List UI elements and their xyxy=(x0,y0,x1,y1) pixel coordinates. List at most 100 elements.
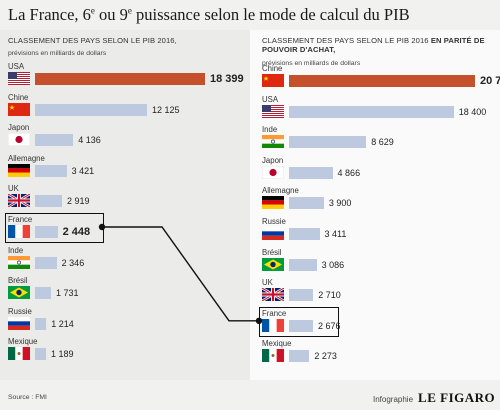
bar xyxy=(35,226,58,238)
bar xyxy=(35,134,74,147)
usa-flag-icon xyxy=(262,104,284,118)
russia-flag-icon xyxy=(262,227,284,240)
value-label: 3 421 xyxy=(71,165,95,176)
bar xyxy=(289,75,475,87)
germany-flag-icon xyxy=(8,163,30,177)
country-label: Japon xyxy=(262,155,284,165)
chart-title: La France, 6e ou 9e puissance selon le m… xyxy=(8,5,410,24)
credit: Infographie LE FIGARO xyxy=(373,389,495,407)
bar-row: Inde 8 629 xyxy=(262,125,497,155)
china-flag-icon xyxy=(8,102,30,116)
country-label: Allemagne xyxy=(262,186,299,196)
connector-dot-right xyxy=(255,317,263,324)
value-label: 8 629 xyxy=(371,137,394,148)
bar-row: Chine 20 778 xyxy=(262,64,500,94)
country-label: USA xyxy=(262,94,279,104)
value-label: 1 731 xyxy=(55,288,79,299)
india-flag-icon xyxy=(262,135,284,149)
country-label: Japon xyxy=(8,123,30,133)
country-label: Russie xyxy=(262,217,286,226)
bar xyxy=(289,319,313,332)
value-label: 2 919 xyxy=(66,196,90,207)
bar xyxy=(289,136,367,149)
value-label: 2 273 xyxy=(314,351,337,362)
country-label: Russie xyxy=(8,306,32,316)
value-label: 1 214 xyxy=(51,318,74,329)
value-label: 1 189 xyxy=(50,349,74,360)
connector-line xyxy=(102,226,259,322)
bar-row: Japon 4 136 xyxy=(8,123,243,153)
value-label: 3 411 xyxy=(324,229,347,239)
uk-flag-icon xyxy=(8,194,30,208)
bar xyxy=(35,287,51,300)
right-subtitle-bold: EN PARITÉ DE POUVOIR D'ACHAT, xyxy=(262,36,485,54)
value-label: 3 086 xyxy=(321,259,345,270)
russia-flag-icon xyxy=(8,316,30,330)
bar-row: USA 18 400 xyxy=(262,95,497,125)
country-label: Mexique xyxy=(8,337,38,347)
bar xyxy=(289,105,454,118)
right-subtitle: CLASSEMENT DES PAYS SELON LE PIB 2016 EN… xyxy=(262,36,500,54)
bar xyxy=(35,256,57,269)
country-label: UK xyxy=(262,278,273,288)
bar xyxy=(35,317,47,330)
source-note: Source : FMI xyxy=(8,394,47,401)
value-label: 20 778 xyxy=(480,75,500,87)
bar xyxy=(35,195,62,208)
bar xyxy=(289,197,324,210)
bar xyxy=(35,348,46,361)
value-label: 2 676 xyxy=(317,320,341,331)
bar-row: France 2 448 xyxy=(8,215,243,245)
brazil-flag-icon xyxy=(262,257,284,271)
france-flag-icon xyxy=(8,225,30,238)
right-note: prévisions en milliards de dollars xyxy=(262,60,361,67)
bar-row: Brésil 1 731 xyxy=(8,276,243,306)
country-label: Inde xyxy=(8,245,24,255)
bar-row: Russie 3 411 xyxy=(262,217,497,247)
bar xyxy=(289,166,333,179)
bar-row: Allemagne 3 421 xyxy=(8,154,243,184)
germany-flag-icon xyxy=(262,196,284,210)
uk-flag-icon xyxy=(262,288,284,302)
usa-flag-icon xyxy=(8,72,30,85)
country-label: USA xyxy=(8,62,25,71)
bar-row: Brésil 3 086 xyxy=(262,248,497,278)
country-label: France xyxy=(8,215,33,224)
bar-row: Inde 2 346 xyxy=(8,246,243,276)
credit-label: Infographie xyxy=(373,395,414,404)
connector-dot-left xyxy=(98,223,106,231)
value-label: 18 399 xyxy=(210,73,244,85)
bar xyxy=(289,289,314,302)
mexico-flag-icon xyxy=(262,349,284,363)
value-label: 3 900 xyxy=(328,198,352,209)
bar-row: France 2 676 xyxy=(262,309,497,339)
mexico-flag-icon xyxy=(8,347,30,361)
value-label: 4 866 xyxy=(337,167,361,178)
bar xyxy=(289,350,310,363)
country-label: UK xyxy=(8,184,19,194)
right-subtitle-plain: CLASSEMENT DES PAYS SELON LE PIB 2016 xyxy=(262,36,431,45)
value-label: 2 448 xyxy=(62,226,91,238)
country-label: Chine xyxy=(8,92,29,102)
value-label: 18 400 xyxy=(458,106,487,117)
country-label: Brésil xyxy=(262,247,282,257)
country-label: Allemagne xyxy=(8,153,45,163)
japan-flag-icon xyxy=(8,133,30,147)
bar-row: Mexique 1 189 xyxy=(8,337,243,367)
bar xyxy=(35,73,205,85)
value-label: 2 346 xyxy=(61,257,85,268)
right-panel: CLASSEMENT DES PAYS SELON LE PIB 2016 EN… xyxy=(250,30,500,380)
bar-row: USA 18 399 xyxy=(8,62,244,92)
country-label: Brésil xyxy=(8,276,28,286)
value-label: 4 136 xyxy=(78,135,101,146)
value-label: 2 710 xyxy=(318,290,341,301)
bar-row: Japon 4 866 xyxy=(262,156,497,186)
bar-row: UK 2 919 xyxy=(8,184,243,214)
value-label: 12 125 xyxy=(152,104,180,115)
bar xyxy=(35,164,67,177)
bar-row: Chine 12 125 xyxy=(8,93,243,123)
bar-row: Russie 1 214 xyxy=(8,307,243,337)
india-flag-icon xyxy=(8,255,30,269)
bar xyxy=(289,228,320,240)
